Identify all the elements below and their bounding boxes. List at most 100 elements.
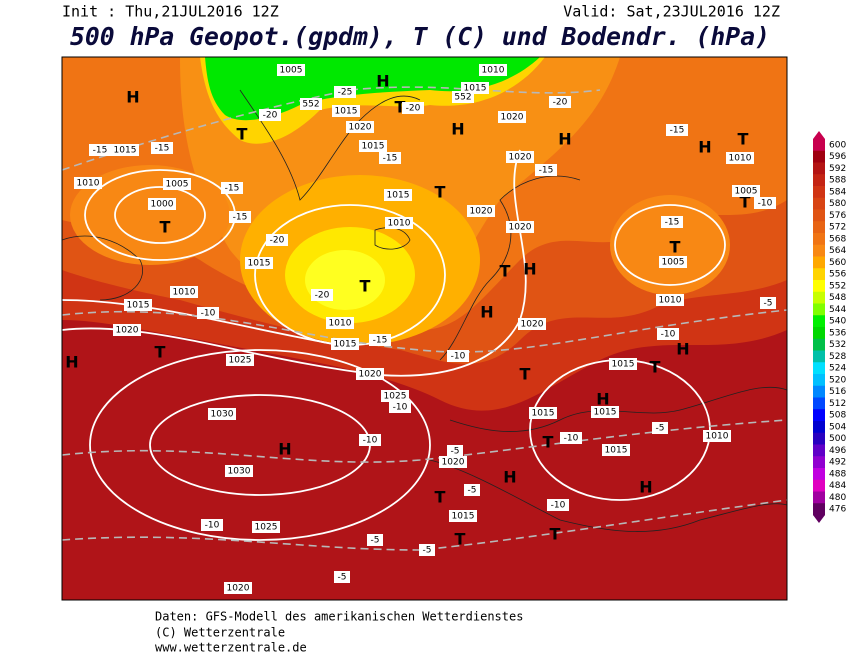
init-time: Init : Thu,21JUL2016 12Z: [62, 3, 279, 21]
isotherm-label: -20: [263, 111, 278, 121]
isobar-label-box: [326, 317, 354, 329]
isobar-label: 1020: [442, 458, 465, 468]
colorbar-swatch: [813, 409, 825, 422]
colorbar-label: 540: [829, 317, 846, 327]
colorbar-label: 536: [829, 328, 846, 338]
colorbar-label: 544: [829, 305, 846, 315]
colorbar-swatch: [813, 350, 825, 363]
pressure-center: T: [455, 530, 466, 549]
colorbar-label: 524: [829, 364, 846, 374]
isobar-label-box: [225, 465, 253, 477]
isotherm-label-box: [657, 328, 679, 340]
isobar-label: 1015: [605, 446, 628, 456]
isobar-label-box: [529, 407, 557, 419]
colorbar-swatch: [813, 338, 825, 351]
pressure-center: T: [670, 238, 681, 257]
isobar-label: 1005: [166, 180, 189, 190]
colorbar-swatch: [813, 303, 825, 316]
isotherm-label: -20: [270, 236, 285, 246]
isobar-label-box: [124, 299, 152, 311]
isobar-label-box: [732, 185, 760, 197]
colorbar-label: 496: [829, 446, 846, 456]
isobar-label: 1015: [612, 360, 635, 370]
colorbar-swatch: [813, 397, 825, 410]
isobar-label: 1010: [173, 288, 196, 298]
isotherm-label-box: [379, 152, 401, 164]
colorbar-label: 488: [829, 469, 846, 479]
isobar-label-box: [113, 324, 141, 336]
isobar-label: 1015: [532, 409, 555, 419]
isotherm-label-box: [419, 544, 435, 556]
isotherm-label-box: [221, 182, 243, 194]
colorbar-swatch: [813, 503, 825, 516]
isotherm-label: -5: [451, 447, 460, 457]
isobar-label: 1015: [335, 107, 358, 117]
colorbar-swatch: [813, 233, 825, 246]
isobar-label-box: [331, 338, 359, 350]
isotherm-label-box: [661, 216, 683, 228]
colorbar-swatch: [813, 186, 825, 199]
isobar-label: 1015: [594, 408, 617, 418]
isobar-label-box: [300, 98, 322, 110]
pressure-center: T: [435, 488, 446, 507]
isobar-label: 1010: [329, 319, 352, 329]
isobar-label-box: [452, 91, 474, 103]
isobar-label-box: [656, 294, 684, 306]
isotherm-label: -20: [315, 291, 330, 301]
isotherm-label: -20: [553, 98, 568, 108]
pressure-center: H: [698, 138, 711, 157]
colorbar-swatch: [813, 256, 825, 269]
map-title: 500 hPa Geopot.(gpdm), T (C) und Bodendr…: [70, 22, 770, 51]
isotherm-label: -15: [383, 154, 398, 164]
isobar-label: 1015: [464, 84, 487, 94]
isobar-label: 552: [302, 100, 319, 110]
colorbar-label: 516: [829, 387, 846, 397]
colorbar-label: 600: [829, 140, 846, 150]
isobar-label-box: [277, 64, 305, 76]
pressure-center: H: [126, 88, 139, 107]
field: [610, 195, 730, 295]
isotherm-label-box: [197, 307, 219, 319]
coastlines: [62, 89, 787, 532]
colorbar-swatch: [813, 268, 825, 281]
isotherm-label-box: [367, 534, 383, 546]
colorbar-label: 572: [829, 223, 846, 233]
colorbar-label: 588: [829, 176, 846, 186]
isotherm-label-box: [266, 234, 288, 246]
colorbar-label: 576: [829, 211, 846, 221]
colorbar-swatch: [813, 139, 825, 152]
isobar-label-box: [359, 140, 387, 152]
colorbar-label: 476: [829, 505, 846, 515]
isobar-label-box: [346, 121, 374, 133]
isotherm-label: -5: [338, 573, 347, 583]
pressure-center: H: [278, 440, 291, 459]
colorbar-label: 532: [829, 340, 846, 350]
colorbar-label: 484: [829, 481, 846, 491]
isotherm-label: -5: [468, 486, 477, 496]
pressure-center: H: [503, 468, 516, 487]
colorbar-label: 512: [829, 399, 846, 409]
colorbar-label: 520: [829, 375, 846, 385]
colorbar-swatch: [813, 385, 825, 398]
isotherm-label: -10: [551, 501, 566, 511]
isobar-label-box: [208, 408, 236, 420]
isobar-label: 1015: [452, 512, 475, 522]
isobar-label: 1010: [706, 432, 729, 442]
isotherm-label: -15: [225, 184, 240, 194]
isobar-label-box: [591, 406, 619, 418]
isobar-label: 1025: [229, 356, 252, 366]
isobar-label-box: [498, 111, 526, 123]
colorbar-swatch: [813, 221, 825, 234]
isobar-label: 1020: [509, 153, 532, 163]
colorbar-swatch: [813, 315, 825, 328]
colorbar-label: 596: [829, 152, 846, 162]
isobar-label-box: [479, 64, 507, 76]
isotherm-label: -15: [539, 166, 554, 176]
pressure-center: T: [650, 358, 661, 377]
isobar-label: 552: [454, 93, 471, 103]
isobar-label: 1020: [521, 320, 544, 330]
isobar-label: 1000: [151, 200, 174, 210]
isotherm-label-box: [359, 434, 381, 446]
isobar-label: 1020: [470, 207, 493, 217]
